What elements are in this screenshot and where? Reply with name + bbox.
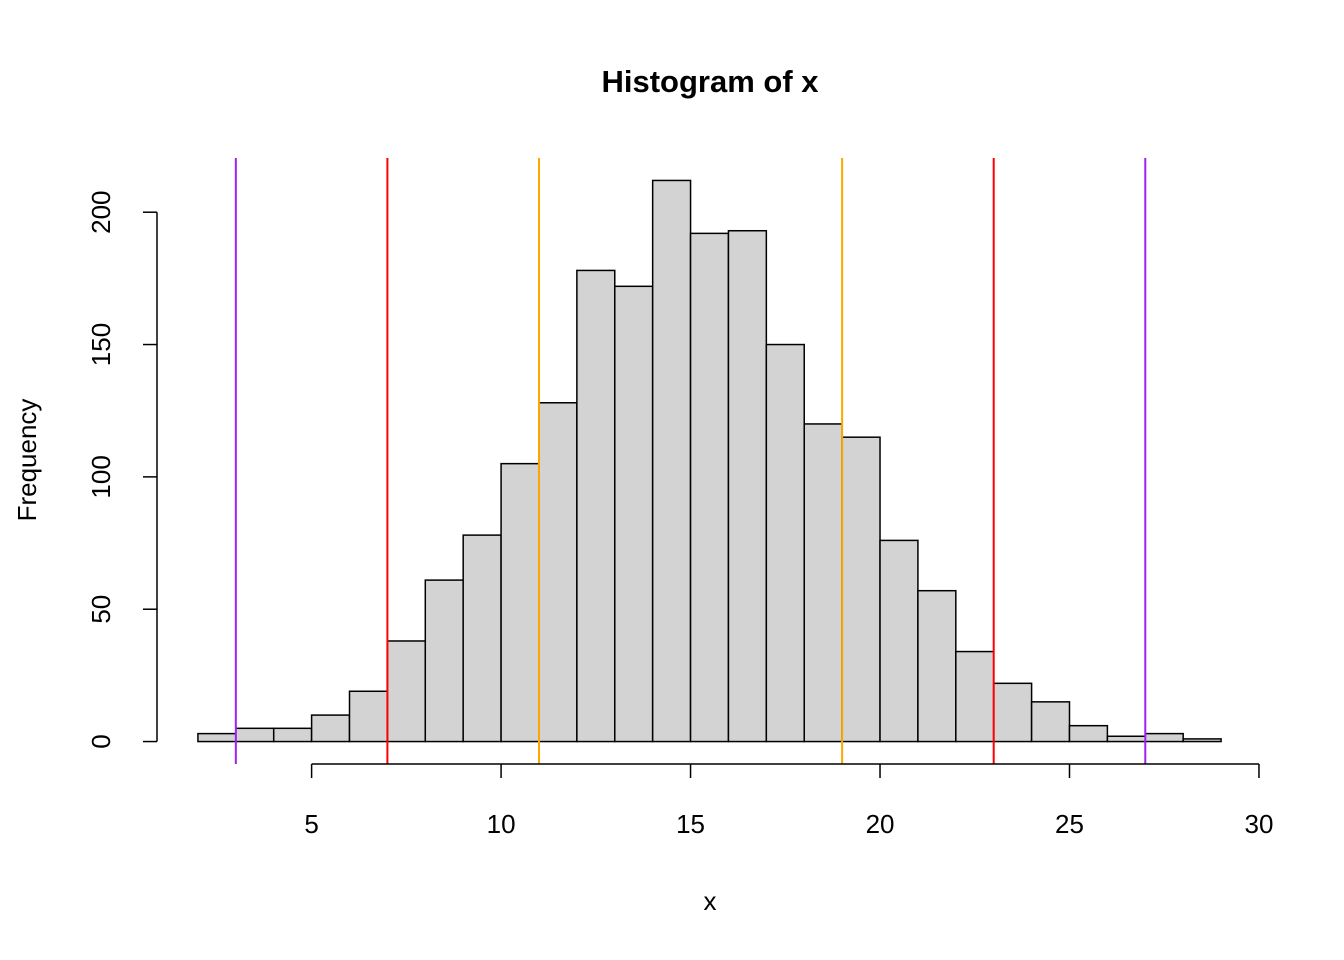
bar bbox=[955, 650, 995, 743]
bar bbox=[310, 714, 351, 743]
bar bbox=[1182, 738, 1222, 743]
bar bbox=[424, 579, 464, 743]
bar bbox=[651, 179, 692, 743]
x-tick-label: 15 bbox=[676, 809, 705, 839]
y-tick-label: 150 bbox=[86, 323, 116, 366]
bar bbox=[1068, 724, 1109, 743]
bar bbox=[462, 534, 502, 743]
bar bbox=[614, 285, 654, 743]
x-tick-label: 20 bbox=[866, 809, 895, 839]
bar bbox=[386, 640, 427, 743]
x-axis-label: x bbox=[704, 886, 717, 916]
bar bbox=[992, 682, 1033, 743]
bar bbox=[879, 539, 919, 743]
y-tick-label: 0 bbox=[86, 734, 116, 748]
y-axis-label: Frequency bbox=[12, 399, 42, 522]
bar bbox=[235, 727, 275, 743]
bar bbox=[765, 343, 805, 743]
bar bbox=[348, 690, 389, 743]
bar bbox=[500, 462, 540, 743]
bar bbox=[272, 727, 313, 743]
x-tick-label: 5 bbox=[304, 809, 318, 839]
bar bbox=[917, 589, 957, 743]
bar bbox=[1106, 735, 1147, 743]
x-tick-label: 10 bbox=[487, 809, 516, 839]
bar bbox=[1030, 701, 1071, 743]
bar bbox=[538, 402, 578, 743]
chart-title: Histogram of x bbox=[601, 64, 819, 99]
y-tick-label: 50 bbox=[86, 595, 116, 624]
x-tick-label: 30 bbox=[1245, 809, 1274, 839]
bar bbox=[689, 232, 730, 743]
bar bbox=[197, 732, 237, 743]
y-tick-label: 100 bbox=[86, 455, 116, 498]
bar bbox=[803, 423, 843, 743]
x-tick-label: 25 bbox=[1055, 809, 1084, 839]
bar bbox=[576, 269, 616, 743]
bar bbox=[1144, 732, 1184, 743]
y-tick-label: 200 bbox=[86, 191, 116, 234]
bar bbox=[841, 436, 881, 743]
bar bbox=[727, 229, 768, 743]
